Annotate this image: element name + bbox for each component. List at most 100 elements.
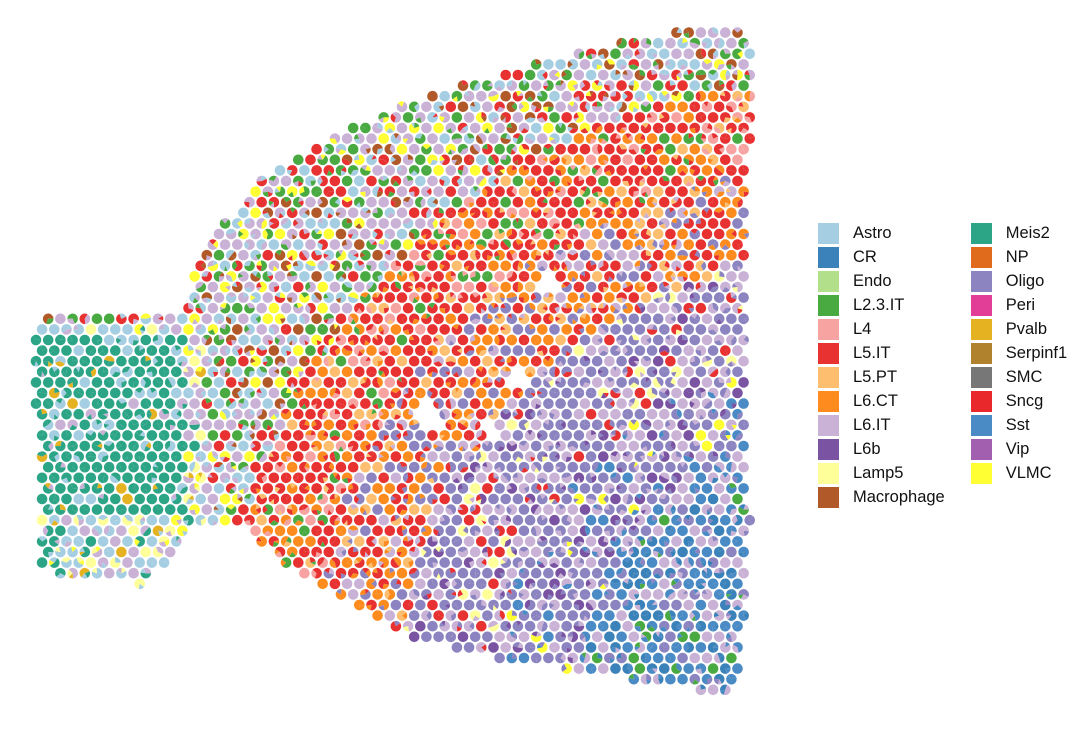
pie-slice-vlmc (439, 155, 445, 162)
pie-slice-l6-it (738, 59, 749, 70)
pie-slice-vlmc (250, 377, 261, 388)
spot-pie (244, 260, 255, 272)
pie-slice-l5-it (707, 218, 719, 229)
spot-pie (665, 355, 676, 367)
pie-slice-l6-it (268, 176, 280, 187)
pie-slice-l6b (732, 387, 743, 399)
spot-pie (256, 175, 267, 187)
pie-slice-l5-it (628, 122, 640, 134)
spot-pie (567, 249, 579, 261)
spot-pie (500, 281, 512, 293)
spot-pie (299, 186, 310, 197)
spot-pie (347, 355, 359, 367)
pie-slice-l5-it (707, 175, 716, 187)
spot-pie (256, 281, 267, 293)
pie-slice-meis2 (152, 398, 164, 409)
pie-slice-l5-it (707, 196, 719, 208)
pie-slice-l6-it (426, 208, 432, 215)
pie-slice-l5-it (512, 302, 524, 314)
pie-slice-vlmc (250, 186, 261, 197)
pie-slice-oligo (584, 249, 588, 256)
spot-pie (256, 430, 268, 441)
pie-slice-l5-it (371, 155, 377, 160)
pie-slice-l6-it (372, 125, 383, 134)
spot-pie (732, 281, 743, 293)
pie-slice-l6-ct (654, 149, 664, 155)
pie-slice-vlmc (488, 93, 499, 102)
pie-slice-l2-3-it (207, 430, 219, 441)
pie-slice-l5-pt (341, 387, 353, 399)
pie-slice-l5-it (234, 260, 243, 272)
spot-pie (738, 334, 749, 346)
spot-pie (122, 324, 133, 335)
pie-slice-astro (334, 198, 341, 206)
spot-pie (604, 80, 615, 91)
pie-slice-l5-it (445, 207, 457, 217)
spot-pie (555, 59, 566, 70)
pie-slice-l5-it (622, 284, 634, 293)
pie-slice-l2-3-it (644, 191, 649, 197)
pie-slice-astro (707, 82, 713, 91)
spot-pie (451, 387, 463, 399)
pie-slice-l6-ct (542, 156, 548, 162)
spot-pie (396, 207, 408, 219)
pie-slice-macrophage (372, 249, 383, 261)
spot-pie (408, 249, 420, 261)
spot-pie (213, 440, 225, 452)
pie-slice-l4 (450, 293, 457, 298)
spot-pie (238, 249, 249, 261)
pie-slice-astro (347, 186, 359, 197)
spot-pie (286, 207, 298, 219)
pie-slice-l5-it (183, 302, 194, 314)
pie-slice-l6-it (634, 430, 646, 441)
spot-pie (597, 324, 609, 335)
pie-slice-l6-it (213, 292, 225, 303)
spot-pie (207, 430, 219, 441)
pie-slice-vlmc (676, 75, 681, 81)
pie-slice-l6-it (737, 265, 742, 272)
pie-slice-l2-3-it (219, 387, 231, 399)
pie-slice-l2-3-it (195, 303, 201, 309)
spot-pie (677, 122, 688, 134)
spot-pie (610, 324, 621, 335)
pie-slice-l5-it (520, 228, 530, 240)
pie-slice-astro (665, 64, 671, 70)
pie-slice-l6-it (573, 117, 579, 122)
pie-slice-l5-it (357, 260, 365, 266)
spot-pie (622, 366, 633, 378)
pie-slice-l4 (472, 292, 480, 298)
spot-pie (500, 239, 512, 250)
pie-slice-l6-ct (687, 243, 695, 250)
pie-slice-vlmc (433, 122, 444, 134)
pie-slice-l6-it (250, 228, 261, 238)
pie-slice-vlmc (568, 101, 575, 107)
pie-slice-l5-it (664, 261, 670, 269)
spot-pie (683, 90, 695, 102)
spot-pie (732, 69, 743, 81)
spot-pie (530, 59, 542, 70)
pie-slice-l6-it (405, 197, 414, 208)
pie-slice-astro (689, 80, 701, 91)
pie-slice-l6-it (682, 64, 688, 70)
pie-slice-l2-3-it (378, 178, 390, 187)
pie-slice-oligo (604, 228, 615, 240)
pie-slice-l5-it (604, 271, 615, 281)
pie-slice-astro (439, 196, 451, 208)
pie-slice-l6-ct (665, 271, 674, 282)
pie-slice-l5-pt (659, 223, 666, 229)
spot-pie (55, 313, 66, 325)
spot-pie (457, 355, 469, 367)
spot-pie (713, 377, 725, 388)
pie-slice-l6-it (543, 80, 549, 87)
pie-slice-l6-it (555, 101, 566, 113)
pie-slice-l2-3-it (500, 154, 511, 166)
spot-pie (463, 218, 475, 229)
spot-pie (537, 218, 548, 229)
pie-slice-astro (262, 212, 271, 219)
pie-slice-l5-it (493, 303, 499, 309)
spot-pie (658, 430, 670, 441)
pie-slice-l5-it (671, 154, 682, 166)
pie-slice-meis2 (110, 387, 121, 399)
spot-pie (604, 313, 615, 325)
pie-slice-l5-pt (701, 143, 713, 154)
